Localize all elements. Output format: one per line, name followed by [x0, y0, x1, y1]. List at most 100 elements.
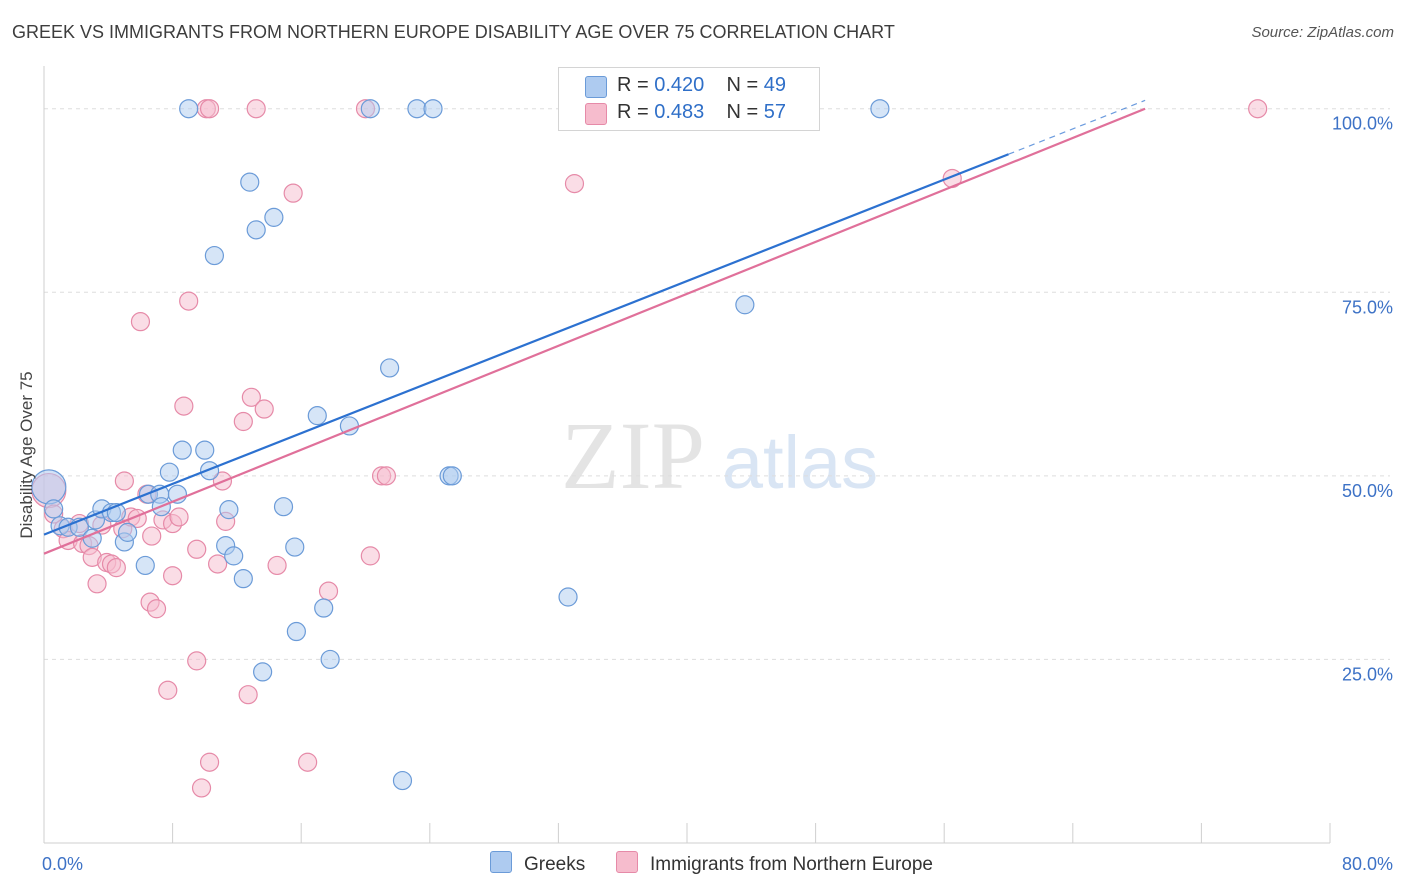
greeks-point — [423, 99, 443, 119]
greeks-point — [204, 245, 224, 266]
bottom-legend-swatch-greeks — [490, 851, 512, 873]
immigrants-point — [246, 99, 266, 119]
greeks-point — [314, 598, 334, 618]
greeks-point — [246, 220, 266, 240]
immigrants-point — [241, 387, 261, 407]
greeks-point — [392, 770, 413, 791]
greeks-point — [870, 99, 890, 119]
immigrants-point — [187, 539, 207, 559]
immigrants-point — [298, 752, 318, 772]
greeks-point — [179, 99, 199, 119]
immigrants-trend-line — [43, 107, 1146, 555]
immigrants-point — [179, 291, 199, 311]
immigrants-point — [169, 507, 189, 527]
chart-source: Source: ZipAtlas.com — [1251, 24, 1394, 41]
greeks-point — [307, 406, 327, 426]
immigrants-point — [233, 411, 253, 432]
greeks-point — [44, 499, 64, 519]
immigrants-point — [187, 651, 207, 671]
greeks-point — [159, 462, 179, 482]
greeks-point — [219, 500, 239, 520]
greeks-point — [199, 461, 220, 481]
bottom-legend-label-immigrants: Immigrants from Northern Europe — [650, 854, 933, 875]
greeks-point — [558, 587, 578, 607]
legend-n-label: N = — [726, 74, 764, 96]
y-tick-label: 50.0% — [1342, 481, 1393, 501]
legend-n-value: 49 — [763, 74, 787, 96]
watermark-atlas: atlas — [722, 421, 878, 504]
immigrants-point — [87, 574, 107, 594]
greeks-trend-extension — [1008, 99, 1146, 155]
greeks-point — [286, 621, 306, 642]
greeks-point — [264, 207, 284, 227]
greeks-point — [273, 497, 294, 517]
immigrants-point — [208, 554, 228, 574]
greeks-point — [195, 440, 215, 460]
greeks-point — [135, 555, 155, 576]
greeks-point — [285, 537, 305, 557]
legend-n-value: 57 — [763, 101, 787, 123]
x-tick-labels: 0.0% 80.0% — [42, 854, 1393, 874]
trend-lines — [43, 99, 1146, 555]
greeks-point — [224, 546, 244, 566]
watermark-zip: ZIP — [561, 402, 705, 509]
x-tick-label: 80.0% — [1342, 854, 1393, 874]
greeks-point — [360, 99, 380, 119]
immigrants-point — [318, 581, 339, 601]
immigrants-point — [238, 685, 258, 705]
immigrants-point — [158, 680, 178, 700]
y-tick-label: 75.0% — [1342, 297, 1393, 317]
immigrants-point — [376, 466, 396, 486]
correlation-legend: R = 0.420 N = 49 R = 0.483 N = 57 — [558, 67, 820, 131]
immigrants-point — [283, 183, 303, 203]
immigrants-point — [254, 399, 274, 419]
immigrants-point — [267, 555, 287, 576]
y-tick-label: 100.0% — [1332, 114, 1393, 134]
greeks-point — [31, 469, 67, 505]
immigrants-point — [163, 566, 183, 586]
legend-r-label: R = — [617, 101, 655, 123]
chart-title: GREEK VS IMMIGRANTS FROM NORTHERN EUROPE… — [12, 22, 895, 42]
immigrants-point — [146, 599, 167, 619]
greeks-point — [735, 295, 755, 315]
immigrants-point — [564, 174, 585, 194]
immigrants-point — [191, 778, 212, 798]
gridlines — [44, 108, 1390, 660]
legend-r-value: 0.483 — [654, 101, 705, 123]
y-axis-label: Disability Age Over 75 — [17, 371, 36, 538]
greeks-trend-line — [43, 153, 1009, 536]
legend-swatch-immigrants — [585, 103, 607, 125]
immigrants-point — [114, 471, 134, 491]
greeks-point — [117, 522, 138, 542]
immigrants-point — [106, 558, 126, 578]
greeks-point — [380, 358, 400, 378]
immigrants-point — [174, 396, 194, 416]
immigrants-point — [199, 752, 220, 772]
axes — [43, 66, 1331, 844]
greeks-point — [253, 662, 273, 682]
immigrants-point — [142, 526, 162, 546]
legend-swatch-greeks — [585, 76, 607, 98]
greeks-point — [320, 649, 340, 670]
bottom-legend-immigrants: Immigrants from Northern Europe — [616, 851, 933, 876]
y-tick-labels: 25.0% 50.0% 75.0% 100.0% — [1332, 114, 1393, 685]
bottom-legend-swatch-immigrants — [616, 851, 638, 873]
greeks-point — [240, 172, 260, 192]
greeks-point — [172, 440, 192, 460]
bottom-legend-greeks: Greeks — [490, 851, 585, 876]
watermark: ZIP atlas — [561, 402, 878, 509]
immigrants-point — [1248, 99, 1268, 119]
immigrants-point — [130, 312, 151, 332]
greeks-point — [442, 466, 462, 486]
legend-r-value: 0.420 — [654, 74, 705, 96]
immigrants-point — [360, 546, 380, 566]
greeks-point — [407, 99, 427, 119]
greeks-point — [233, 569, 253, 589]
immigrants-point — [199, 99, 220, 119]
x-tick-label: 0.0% — [42, 854, 83, 874]
legend-n-label: N = — [726, 101, 764, 123]
legend-r-label: R = — [617, 74, 655, 96]
y-tick-label: 25.0% — [1342, 664, 1393, 684]
bottom-legend-label-greeks: Greeks — [524, 854, 586, 875]
